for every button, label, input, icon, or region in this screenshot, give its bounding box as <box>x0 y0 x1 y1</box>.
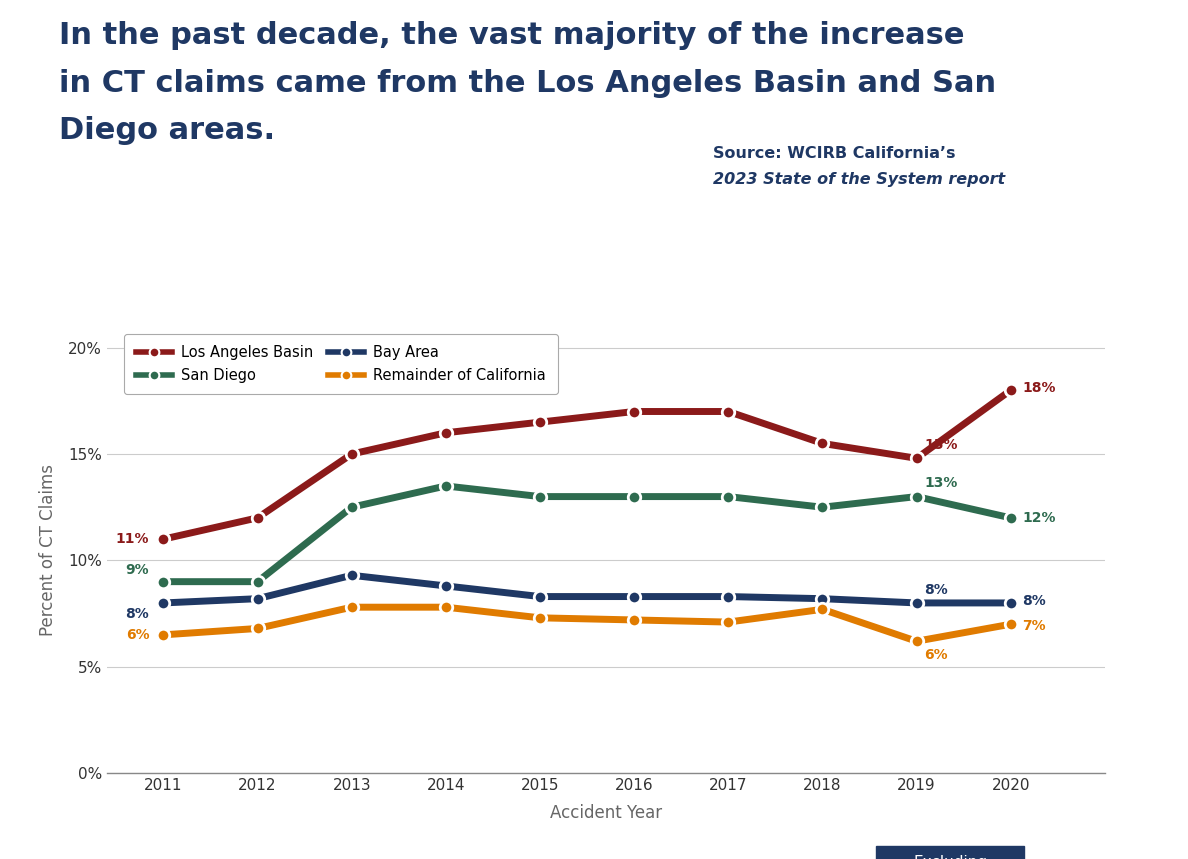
Text: 12%: 12% <box>1022 511 1055 525</box>
Text: Diego areas.: Diego areas. <box>59 116 276 145</box>
Text: 18%: 18% <box>1022 381 1055 395</box>
Text: In the past decade, the vast majority of the increase: In the past decade, the vast majority of… <box>59 21 965 51</box>
Text: 6%: 6% <box>126 628 150 642</box>
Text: Excluding
COVID-19 Claims: Excluding COVID-19 Claims <box>885 856 1016 859</box>
Text: 15%: 15% <box>924 438 958 452</box>
Text: 7%: 7% <box>1022 619 1045 633</box>
Text: in CT claims came from the Los Angeles Basin and San: in CT claims came from the Los Angeles B… <box>59 69 997 98</box>
Text: 9%: 9% <box>126 564 150 577</box>
Text: 2023 State of the System report: 2023 State of the System report <box>713 172 1005 186</box>
Legend: Los Angeles Basin, San Diego, Bay Area, Remainder of California: Los Angeles Basin, San Diego, Bay Area, … <box>125 333 557 394</box>
Text: 8%: 8% <box>126 607 150 621</box>
Text: 6%: 6% <box>924 648 948 661</box>
Text: 8%: 8% <box>924 582 948 596</box>
Text: Source: WCIRB California’s: Source: WCIRB California’s <box>713 146 955 161</box>
Y-axis label: Percent of CT Claims: Percent of CT Claims <box>39 464 57 636</box>
Text: 11%: 11% <box>115 532 150 546</box>
X-axis label: Accident Year: Accident Year <box>550 804 662 822</box>
Text: 13%: 13% <box>924 476 958 490</box>
Text: 8%: 8% <box>1022 594 1045 608</box>
